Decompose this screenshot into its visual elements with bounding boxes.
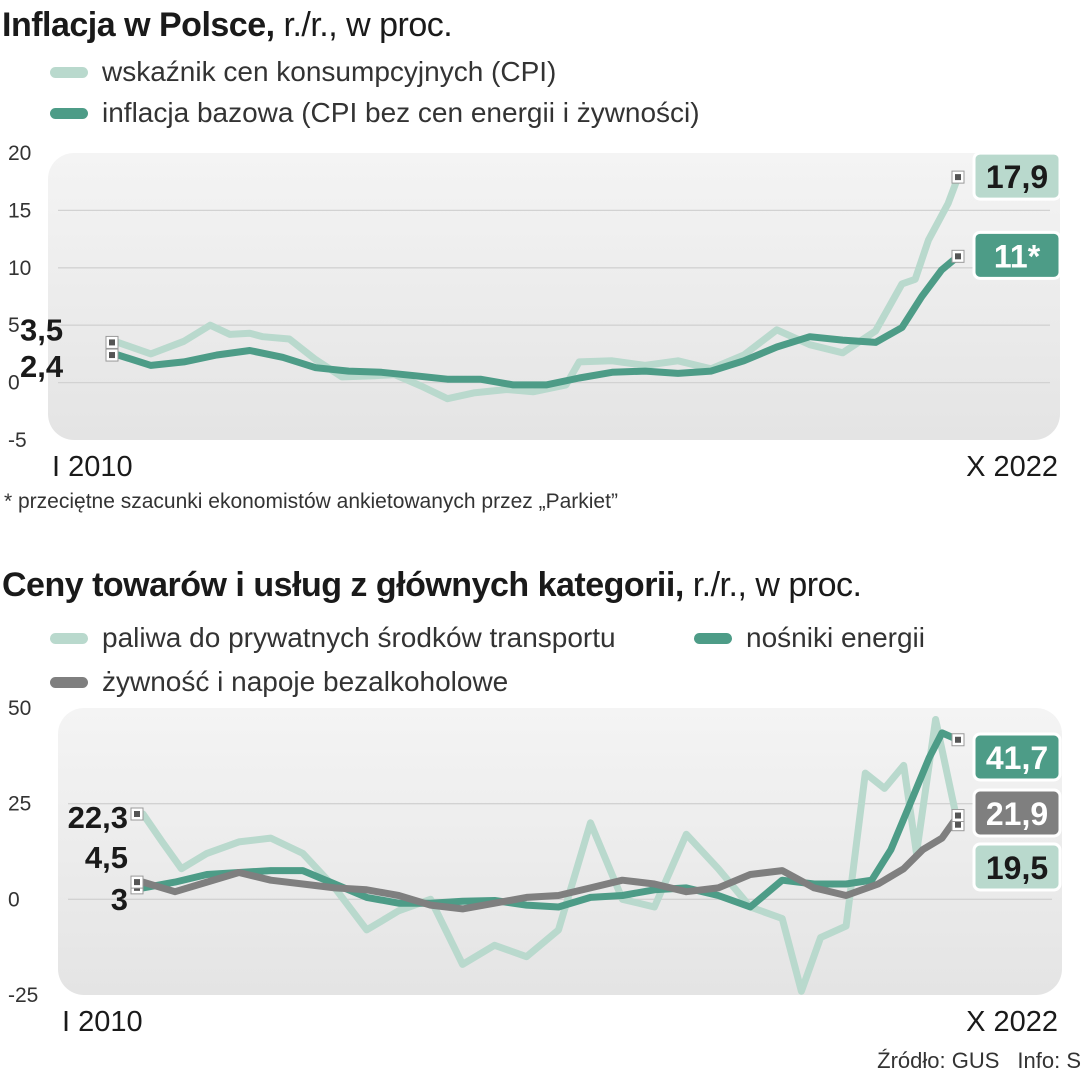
chart2-legend-fuel-swatch bbox=[50, 632, 88, 644]
chart2-end-value-box-1 bbox=[972, 732, 1062, 782]
chart2-start-label-1: 3 bbox=[111, 882, 128, 917]
chart1-end-value-box-1 bbox=[972, 230, 1062, 280]
chart2-end-marker-dot-1 bbox=[955, 736, 961, 743]
chart2-plot-area bbox=[58, 708, 1062, 995]
chart2: -25 0 25 50 I 2010 X 2022 22,3 3 4,5 19,5 41,7 21,9 bbox=[8, 697, 1062, 1038]
chart2-legend-food-label: żywność i napoje bezalkoholowe bbox=[102, 666, 509, 697]
chart1-ytick-label: 10 bbox=[8, 257, 31, 280]
chart2-legend-food-swatch bbox=[50, 676, 88, 688]
chart1-start-marker-dot-0 bbox=[109, 339, 115, 346]
chart1-series-line-1 bbox=[114, 252, 962, 389]
chart2-x-start-label: I 2010 bbox=[62, 1006, 143, 1038]
chart1-title-unit: r./r., w proc. bbox=[283, 6, 453, 44]
chart2-start-label-2: 4,5 bbox=[85, 840, 128, 875]
chart2-series-line-0 bbox=[139, 716, 962, 995]
chart1-start-label-1: 2,4 bbox=[20, 349, 64, 384]
chart1-end-value-box-0 bbox=[972, 151, 1062, 201]
chart1-end-marker-dot-0 bbox=[955, 174, 961, 181]
chart2-legend-fuel: paliwa do prywatnych środków transportu bbox=[50, 622, 616, 654]
chart2-end-value-box-2 bbox=[972, 788, 1062, 838]
chart2-end-value-1: 41,7 bbox=[986, 740, 1048, 776]
source-line: Źródło: GUS Info: S bbox=[877, 1048, 1081, 1074]
chart2-x-end-label: X 2022 bbox=[966, 1006, 1058, 1038]
chart2-series-line-2 bbox=[139, 812, 962, 913]
chart1-legend-cpi: wskaźnik cen konsumpcyjnych (CPI) bbox=[50, 56, 556, 88]
chart2-legend-energy-label: nośniki energii bbox=[746, 622, 925, 653]
chart2-end-value-0: 19,5 bbox=[986, 850, 1048, 886]
chart1-x-start-label: I 2010 bbox=[52, 451, 133, 483]
chart2-end-value-2: 21,9 bbox=[986, 796, 1048, 832]
chart2-title-bold: Ceny towarów i usług z głównych kategori… bbox=[2, 566, 684, 604]
chart2-legend-energy: nośniki energii bbox=[694, 622, 925, 654]
chart2-start-marker-dot-0 bbox=[134, 810, 140, 817]
chart1-legend-core-swatch bbox=[50, 107, 88, 119]
chart2-end-value-box-0 bbox=[972, 842, 1062, 892]
chart2-end-marker-dot-0 bbox=[955, 821, 961, 828]
chart1-ytick-label: 15 bbox=[8, 199, 31, 222]
chart1-legend-cpi-label: wskaźnik cen konsumpcyjnych (CPI) bbox=[102, 56, 557, 87]
chart1-ytick-label: 0 bbox=[8, 372, 20, 395]
chart1-end-value-1: 11* bbox=[994, 238, 1041, 274]
chart1-title-bold: Inflacja w Polsce, bbox=[2, 6, 275, 44]
chart1: -5 0 5 10 15 20 I 2010 X 2022 3,52,4 17,9 11* bbox=[8, 142, 1062, 483]
chart2-start-marker-dot-2 bbox=[134, 879, 140, 886]
chart2-title-unit: r./r., w proc. bbox=[692, 566, 862, 604]
chart2-title: Ceny towarów i usług z głównych kategori… bbox=[2, 566, 862, 605]
chart2-ytick-label: 0 bbox=[8, 888, 20, 911]
chart1-title: Inflacja w Polsce, r./r., w proc. bbox=[2, 6, 453, 45]
info-text: Info: S bbox=[1017, 1048, 1081, 1073]
chart2-start-label-0: 22,3 bbox=[68, 800, 128, 835]
chart2-legend-food: żywność i napoje bezalkoholowe bbox=[50, 666, 508, 698]
chart1-legend-core-label: inflacja bazowa (CPI bez cen energii i ż… bbox=[102, 97, 700, 128]
chart2-ytick-label: 50 bbox=[8, 697, 31, 720]
chart1-start-marker-dot-1 bbox=[109, 352, 115, 359]
chart1-legend-cpi-swatch bbox=[50, 66, 88, 78]
chart1-footnote: * przeciętne szacunki ekonomistów ankiet… bbox=[4, 490, 618, 513]
chart1-end-value-0: 17,9 bbox=[986, 159, 1048, 195]
chart1-ytick-label: 20 bbox=[8, 142, 31, 165]
chart1-end-marker-dot-1 bbox=[955, 253, 961, 260]
chart1-ytick-label: 5 bbox=[8, 314, 20, 337]
chart2-ytick-label: 25 bbox=[8, 793, 31, 816]
chart1-ytick-label: -5 bbox=[8, 429, 27, 452]
chart1-x-end-label: X 2022 bbox=[966, 451, 1058, 483]
chart2-end-marker-dot-2 bbox=[955, 812, 961, 819]
chart2-legend-energy-swatch bbox=[694, 632, 732, 644]
chart1-plot-area bbox=[48, 153, 1060, 440]
chart1-legend-core: inflacja bazowa (CPI bez cen energii i ż… bbox=[50, 97, 700, 129]
chart2-series-line-1 bbox=[139, 729, 962, 911]
source-text: Źródło: GUS bbox=[877, 1048, 1000, 1073]
chart2-legend-fuel-label: paliwa do prywatnych środków transportu bbox=[102, 622, 616, 653]
chart1-start-label-0: 3,5 bbox=[20, 312, 63, 347]
chart2-ytick-label: -25 bbox=[8, 984, 38, 1007]
